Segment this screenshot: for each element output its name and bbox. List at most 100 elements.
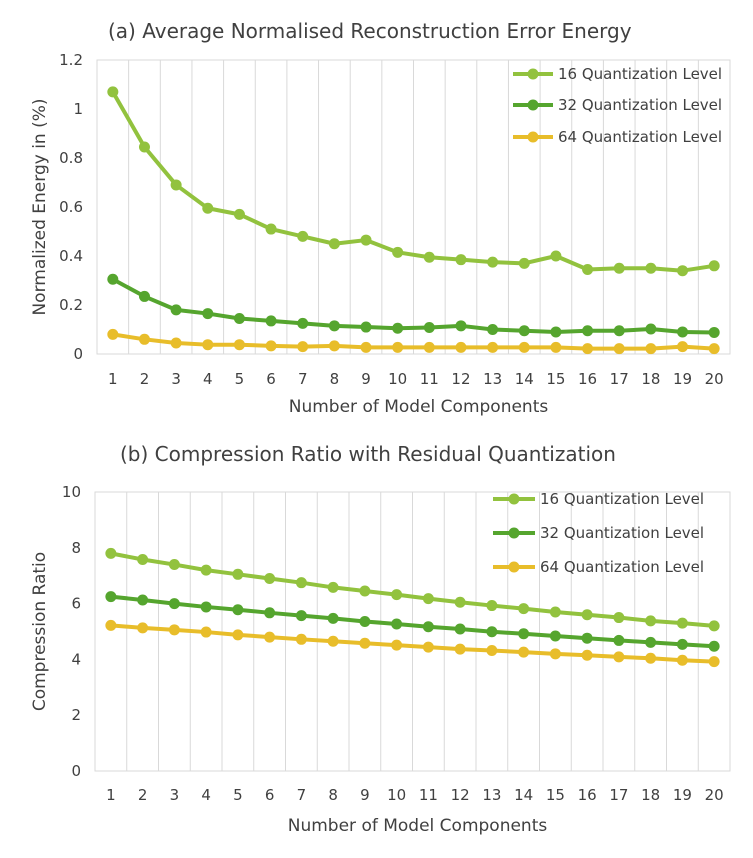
data-point: [232, 604, 244, 616]
x-tick-label: 4: [201, 786, 211, 804]
data-point: [582, 343, 594, 355]
legend-marker: [527, 99, 539, 111]
x-tick-label: 15: [546, 370, 565, 388]
data-point: [327, 635, 339, 647]
data-point: [138, 333, 150, 345]
legend-entry: 64 Quantization Level: [493, 558, 704, 576]
x-axis-label: Number of Model Components: [288, 816, 548, 836]
data-point: [676, 617, 688, 629]
x-tick-label: 2: [138, 786, 148, 804]
data-point: [168, 598, 180, 610]
data-point: [105, 547, 117, 559]
data-point: [486, 644, 498, 656]
series-3: [107, 328, 720, 355]
data-point: [360, 341, 372, 353]
x-tick-label: 17: [609, 786, 628, 804]
legend-marker: [508, 493, 520, 505]
x-tick-label: 13: [482, 786, 501, 804]
data-point: [423, 251, 435, 263]
y-tick-label: 0.4: [59, 247, 83, 265]
data-point: [708, 656, 720, 668]
data-point: [297, 230, 309, 242]
x-tick-label: 11: [420, 370, 439, 388]
data-point: [486, 626, 498, 638]
data-point: [233, 208, 245, 220]
data-point: [581, 632, 593, 644]
x-axis-label: Number of Model Components: [289, 397, 549, 417]
data-point: [549, 606, 561, 618]
legend-entry: 64 Quantization Level: [513, 128, 722, 146]
x-tick-label: 6: [266, 370, 276, 388]
legend-marker: [508, 527, 520, 539]
data-point: [487, 324, 499, 335]
data-point: [645, 343, 657, 355]
x-tick-label: 18: [641, 786, 660, 804]
series-2: [107, 273, 720, 338]
data-point: [297, 317, 309, 329]
y-tick-label: 0: [71, 762, 81, 780]
data-point: [549, 648, 561, 660]
series-2: [105, 591, 720, 652]
data-point: [200, 564, 212, 576]
x-tick-label: 3: [170, 786, 180, 804]
legend-entry: 16 Quantization Level: [513, 65, 722, 83]
data-point: [168, 559, 180, 571]
y-tick-label: 1.2: [59, 51, 83, 69]
data-point: [581, 609, 593, 621]
data-point: [613, 325, 625, 337]
data-point: [297, 341, 309, 353]
data-point: [613, 262, 625, 274]
data-point: [550, 341, 562, 353]
data-point: [486, 600, 498, 612]
x-tick-label: 10: [388, 370, 407, 388]
x-tick-label: 12: [451, 370, 470, 388]
data-point: [265, 223, 277, 235]
data-point: [708, 343, 720, 355]
legend-marker: [527, 68, 539, 80]
data-point: [518, 628, 530, 640]
data-point: [232, 568, 244, 580]
data-point: [645, 615, 657, 627]
data-point: [391, 589, 403, 601]
data-point: [137, 554, 149, 566]
data-point: [327, 612, 339, 624]
x-tick-label: 16: [578, 370, 597, 388]
y-tick-label: 8: [71, 539, 81, 557]
data-point: [200, 601, 212, 613]
data-point: [265, 315, 277, 327]
data-point: [487, 256, 499, 268]
x-tick-label: 14: [514, 786, 533, 804]
data-point: [455, 254, 467, 266]
data-point: [359, 585, 371, 597]
data-point: [645, 652, 657, 664]
y-tick-label: 10: [62, 483, 81, 501]
data-point: [359, 615, 371, 627]
data-point: [137, 594, 149, 606]
data-point: [107, 86, 119, 98]
data-point: [550, 250, 562, 262]
legend-label: 64 Quantization Level: [558, 128, 722, 146]
series-3: [105, 619, 720, 668]
data-point: [202, 202, 214, 214]
y-tick-label: 6: [71, 595, 81, 613]
data-point: [708, 620, 720, 632]
data-point: [677, 265, 689, 277]
data-point: [645, 262, 657, 274]
data-point: [264, 607, 276, 619]
legend-entry: 32 Quantization Level: [513, 96, 722, 114]
x-tick-label: 14: [515, 370, 534, 388]
data-point: [676, 638, 688, 650]
data-point: [422, 593, 434, 605]
chart-title: (a) Average Normalised Reconstruction Er…: [108, 19, 632, 43]
y-tick-label: 0: [73, 345, 83, 363]
data-point: [295, 610, 307, 622]
x-tick-label: 13: [483, 370, 502, 388]
y-axis-label: Normalized Energy in (%): [30, 98, 50, 315]
y-tick-label: 0.6: [59, 198, 83, 216]
x-tick-label: 12: [451, 786, 470, 804]
data-point: [454, 596, 466, 608]
data-point: [708, 260, 720, 272]
x-tick-label: 4: [203, 370, 213, 388]
data-point: [233, 339, 245, 351]
